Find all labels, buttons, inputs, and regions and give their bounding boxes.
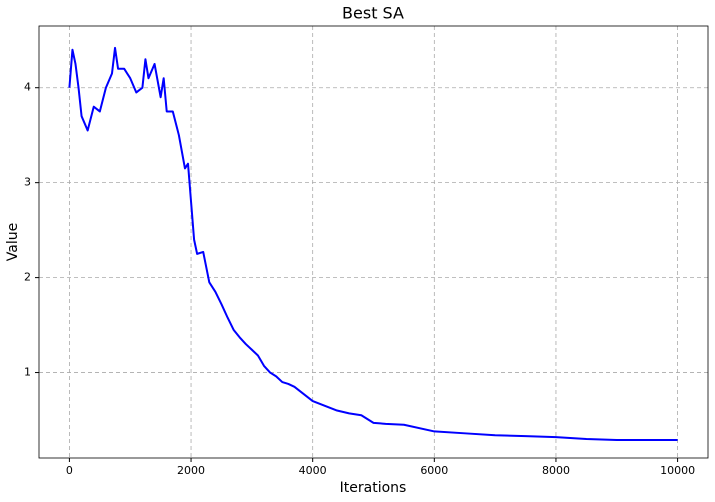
x-axis-label: Iterations	[340, 480, 407, 496]
y-axis-label: Value	[5, 223, 21, 261]
x-tick-label: 4000	[299, 464, 327, 477]
line	[68, 46, 678, 441]
x-tick-label: 6000	[420, 464, 448, 477]
x-tick-label: 8000	[542, 464, 570, 477]
y-tick-label: 1	[24, 366, 31, 379]
x-tick-label: 10000	[660, 464, 695, 477]
y-tick-label: 2	[24, 271, 31, 284]
y-tick-label: 3	[24, 176, 31, 189]
x-tick-label: 0	[66, 464, 73, 477]
plot-frame	[38, 25, 709, 459]
y-tick-label: 4	[24, 81, 31, 94]
chart-title: Best SA	[342, 4, 404, 23]
x-tick-label: 2000	[177, 464, 205, 477]
